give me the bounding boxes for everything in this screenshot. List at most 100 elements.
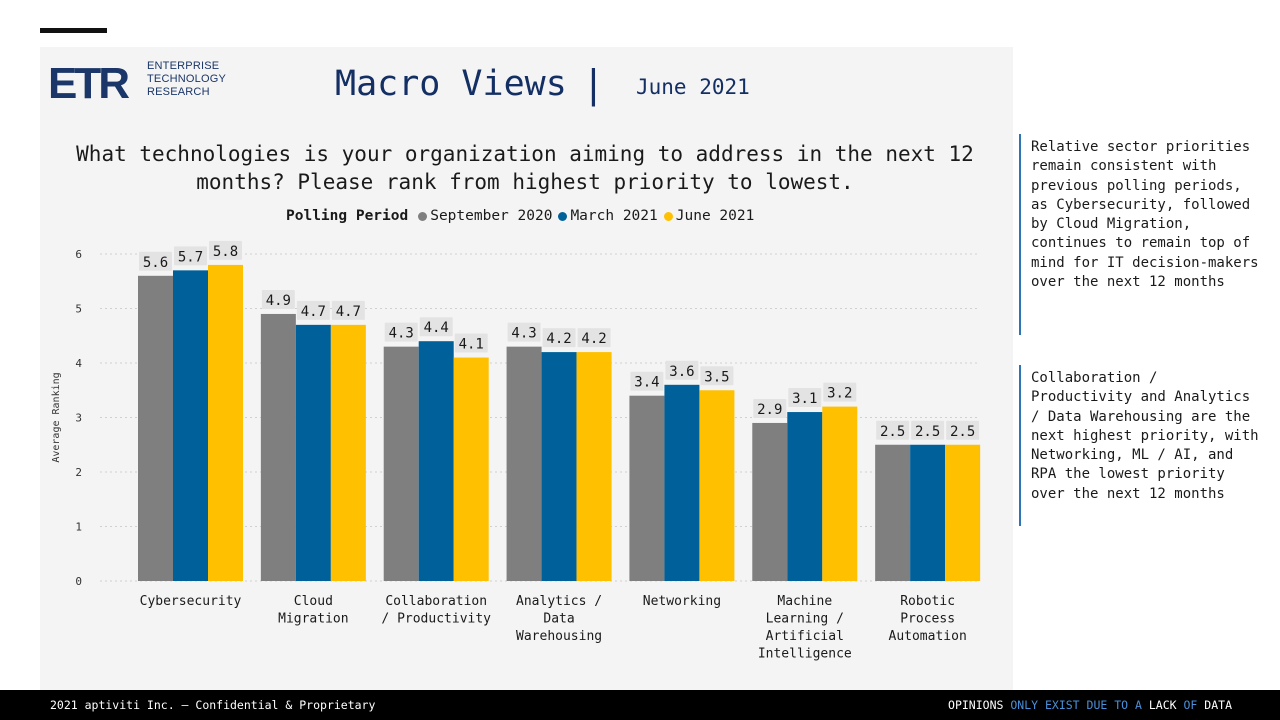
x-tick-label: Automation (889, 629, 967, 644)
legend-item-mar2021: March 2021 (558, 208, 658, 224)
data-label-bg (209, 240, 242, 260)
bar (383, 346, 419, 581)
data-label: 2.5 (880, 424, 905, 440)
insight-note-2: Collaboration / Productivity and Analyti… (1019, 365, 1267, 526)
y-tick-label: 3 (75, 412, 82, 425)
data-label-bg (261, 289, 295, 309)
x-tick-label: / Productivity (381, 612, 491, 627)
y-axis-label: Average Ranking (51, 372, 62, 462)
data-label: 3.4 (634, 375, 659, 391)
data-label: 2.9 (757, 402, 782, 418)
bar (875, 444, 911, 581)
tagline-part-3: LACK (1148, 698, 1177, 712)
x-tick-label: Warehousing (516, 629, 602, 644)
data-label: 4.3 (511, 326, 536, 342)
title-separator: | (582, 62, 605, 106)
page-title: Macro Views (335, 64, 567, 104)
insight-note-1: Relative sector priorities remain consis… (1019, 134, 1267, 335)
logo-line-3: RESEARCH (147, 86, 210, 98)
data-label: 2.5 (950, 424, 975, 440)
bar (541, 352, 577, 581)
data-label-bg (876, 420, 910, 440)
legend-label-sep2020: September 2020 (430, 208, 553, 224)
data-label-bg (454, 333, 488, 353)
data-label: 4.2 (546, 331, 571, 347)
y-tick-label: 5 (75, 303, 82, 316)
chart-legend: Polling Period September 2020 March 2021… (286, 208, 760, 224)
legend-item-sep2020: September 2020 (418, 208, 552, 224)
legend-title: Polling Period (286, 208, 409, 224)
bar (629, 395, 665, 581)
bar (787, 412, 823, 581)
footer-bar: 2021 aptiviti Inc. – Confidential & Prop… (0, 690, 1280, 720)
bar (260, 313, 296, 581)
legend-swatch-mar2021 (558, 211, 568, 221)
data-label-bg (788, 388, 822, 408)
logo-line-2: TECHNOLOGY (147, 73, 227, 85)
bar (208, 264, 243, 581)
y-tick-label: 1 (75, 521, 82, 534)
data-label-bg (911, 420, 945, 440)
data-label: 3.2 (827, 386, 852, 402)
y-tick-label: 6 (75, 248, 82, 261)
data-label-bg (753, 398, 787, 418)
bar (418, 341, 454, 581)
bar-chart: 0 1 2 3 4 5 6 Average Ranking 5.6 5.7 5.8 Cybersecu… (51, 240, 981, 662)
tagline-part-5: DATA (1204, 698, 1232, 712)
data-label: 5.6 (143, 255, 168, 271)
x-tick-label: Robotic (900, 594, 955, 609)
legend-item-jun2021: June 2021 (663, 208, 754, 224)
bar (138, 275, 173, 581)
x-tick-label: Learning / (766, 612, 844, 627)
data-label: 4.4 (424, 320, 449, 336)
bar (453, 357, 489, 581)
data-label-bg (384, 322, 418, 342)
x-tick-label: Collaboration (385, 594, 487, 609)
bar (822, 406, 858, 581)
chart-question: What technologies is your organization a… (76, 142, 974, 194)
bar (664, 384, 700, 581)
logo-wordmark: ENTERPRISE TECHNOLOGY RESEARCH (147, 60, 226, 99)
data-label-bg (630, 371, 664, 391)
x-tick-label: Cybersecurity (140, 594, 242, 609)
data-label-bg (331, 300, 365, 320)
footer-copyright: 2021 aptiviti Inc. – Confidential & Prop… (50, 698, 376, 712)
legend-swatch-sep2020 (418, 211, 428, 221)
x-tick-label: Artificial (766, 629, 844, 644)
top-accent-rule (40, 28, 107, 33)
data-label-bg (823, 382, 857, 402)
bar (173, 270, 208, 581)
x-tick-label: Process (900, 612, 955, 627)
footer-tagline: OPINIONS ONLY EXIST DUE TO A LACK OF DAT… (948, 698, 1232, 712)
legend-swatch-jun2021 (663, 211, 673, 221)
x-tick-label: Data (543, 612, 574, 627)
bar (752, 422, 788, 581)
bar (506, 346, 542, 581)
data-label-bg (296, 300, 330, 320)
data-label-bg (700, 366, 734, 386)
bar (576, 352, 612, 581)
data-label: 4.9 (266, 293, 291, 309)
data-label: 5.8 (213, 244, 238, 260)
data-label: 4.7 (301, 304, 326, 320)
logo-line-1: ENTERPRISE (147, 60, 220, 72)
x-tick-label: Networking (643, 594, 721, 609)
page-date: June 2021 (636, 75, 750, 99)
data-label: 4.7 (336, 304, 361, 320)
data-label-bg (174, 246, 207, 266)
data-label-bg (139, 251, 172, 271)
y-tick-label: 0 (75, 575, 82, 588)
data-label: 4.2 (581, 331, 606, 347)
tagline-part-4: OF (1183, 698, 1198, 712)
bar (330, 324, 366, 581)
bar (295, 324, 331, 581)
data-label: 3.5 (704, 369, 729, 385)
etr-logo: ETR (48, 60, 132, 104)
data-label: 2.5 (915, 424, 940, 440)
tagline-part-2: ONLY EXIST DUE TO A (1010, 698, 1142, 712)
logo-mark: ETR (48, 60, 129, 104)
x-tick-label: Analytics / (516, 594, 602, 609)
data-label: 3.6 (669, 364, 694, 380)
bar (945, 444, 981, 581)
data-label-bg (542, 328, 576, 348)
